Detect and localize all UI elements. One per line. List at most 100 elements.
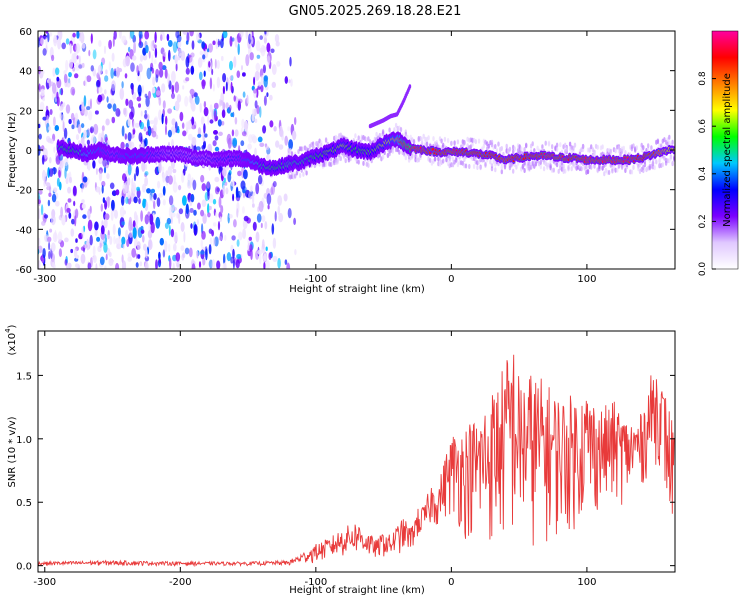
noise-cell: [239, 189, 242, 198]
noise-cell: [115, 262, 120, 269]
noise-cell: [86, 139, 90, 145]
noise-cell: [157, 180, 161, 189]
halo-cell: [619, 151, 622, 157]
noise-cell: [234, 117, 238, 125]
noise-cell: [45, 182, 51, 187]
noise-cell: [128, 219, 133, 232]
halo-cell: [468, 164, 471, 169]
x-tick-label: 0: [448, 274, 454, 285]
halo-cell: [638, 162, 642, 168]
noise-cell: [133, 41, 137, 54]
halo-cell: [388, 127, 391, 133]
halo-cell: [433, 156, 437, 162]
halo-cell: [425, 141, 429, 147]
noise-cell: [221, 55, 224, 62]
noise-cell: [105, 196, 111, 202]
noise-cell: [263, 34, 267, 39]
y-tick-label: -60: [16, 265, 32, 276]
noise-cell: [49, 228, 53, 233]
halo-cell: [445, 157, 448, 163]
noise-cell: [113, 31, 117, 40]
noise-cell: [98, 40, 102, 47]
noise-cell: [97, 94, 103, 103]
halo-cell: [655, 159, 658, 165]
halo-cell: [632, 143, 635, 149]
noise-cell: [68, 212, 72, 219]
noise-cell: [109, 182, 115, 190]
x-tick-label: 100: [577, 274, 596, 285]
noise-cell: [272, 181, 277, 188]
noise-cell: [108, 39, 112, 50]
noise-cell: [231, 129, 235, 137]
colorbar-tick-label: 0.6: [698, 119, 708, 134]
noise-cell: [42, 248, 46, 259]
snr-series-line: [38, 354, 675, 568]
noise-cell: [209, 119, 214, 124]
noise-cell: [138, 132, 143, 143]
noise-cell: [199, 71, 203, 81]
noise-cell: [162, 100, 166, 110]
noise-cell: [74, 118, 77, 129]
snr-y-label: SNR (10 * v/v): [7, 416, 18, 487]
noise-cell: [263, 253, 267, 262]
halo-cell: [614, 167, 617, 173]
noise-cell: [242, 218, 248, 230]
noise-cell: [294, 249, 297, 256]
noise-cell: [66, 173, 70, 179]
noise-cell: [232, 248, 235, 259]
noise-cell: [169, 257, 172, 269]
noise-cell: [83, 244, 88, 249]
noise-cell: [212, 237, 216, 247]
noise-cell: [125, 142, 129, 149]
noise-cell: [197, 202, 201, 210]
noise-cell: [134, 122, 140, 128]
noise-cell: [284, 259, 288, 265]
noise-cell: [70, 248, 74, 254]
noise-cell: [241, 118, 245, 129]
noise-cell: [237, 43, 240, 56]
noise-cell: [75, 43, 81, 54]
halo-cell: [653, 165, 656, 171]
noise-cell: [266, 92, 269, 97]
noise-cell: [148, 239, 153, 251]
noise-cell: [136, 186, 141, 192]
noise-cell: [55, 67, 60, 76]
x-tick-label: -200: [169, 274, 192, 285]
halo-cell: [525, 142, 528, 148]
noise-cell: [151, 86, 156, 94]
noise-cell: [211, 258, 216, 269]
noise-cell: [259, 142, 265, 147]
noise-cell: [254, 70, 260, 81]
noise-cell: [187, 120, 192, 130]
noise-cell: [110, 98, 115, 105]
noise-cell: [259, 106, 262, 118]
noise-cell: [172, 168, 177, 174]
noise-cell: [216, 260, 221, 269]
noise-cell: [250, 185, 253, 193]
noise-cell: [38, 133, 42, 140]
noise-cell: [288, 79, 291, 84]
halo-cell: [489, 159, 492, 165]
halo-cell: [565, 147, 568, 153]
noise-cell: [133, 173, 137, 182]
noise-cell: [172, 41, 178, 53]
noise-cell: [217, 119, 222, 127]
halo-cell: [453, 140, 456, 146]
noise-cell: [42, 97, 45, 102]
noise-cell: [139, 261, 143, 267]
halo-cell: [298, 173, 302, 178]
noise-cell: [202, 130, 206, 142]
noise-cell: [111, 52, 115, 62]
noise-cell: [184, 247, 190, 255]
noise-cell: [98, 186, 101, 195]
halo-cell: [555, 146, 559, 152]
halo-cell: [544, 140, 547, 146]
noise-cell: [121, 125, 125, 137]
noise-cell: [260, 75, 264, 86]
noise-cell: [52, 262, 55, 268]
noise-cell: [199, 102, 202, 113]
noise-cell: [189, 31, 194, 37]
noise-cell: [267, 204, 270, 210]
noise-cell: [139, 121, 145, 130]
